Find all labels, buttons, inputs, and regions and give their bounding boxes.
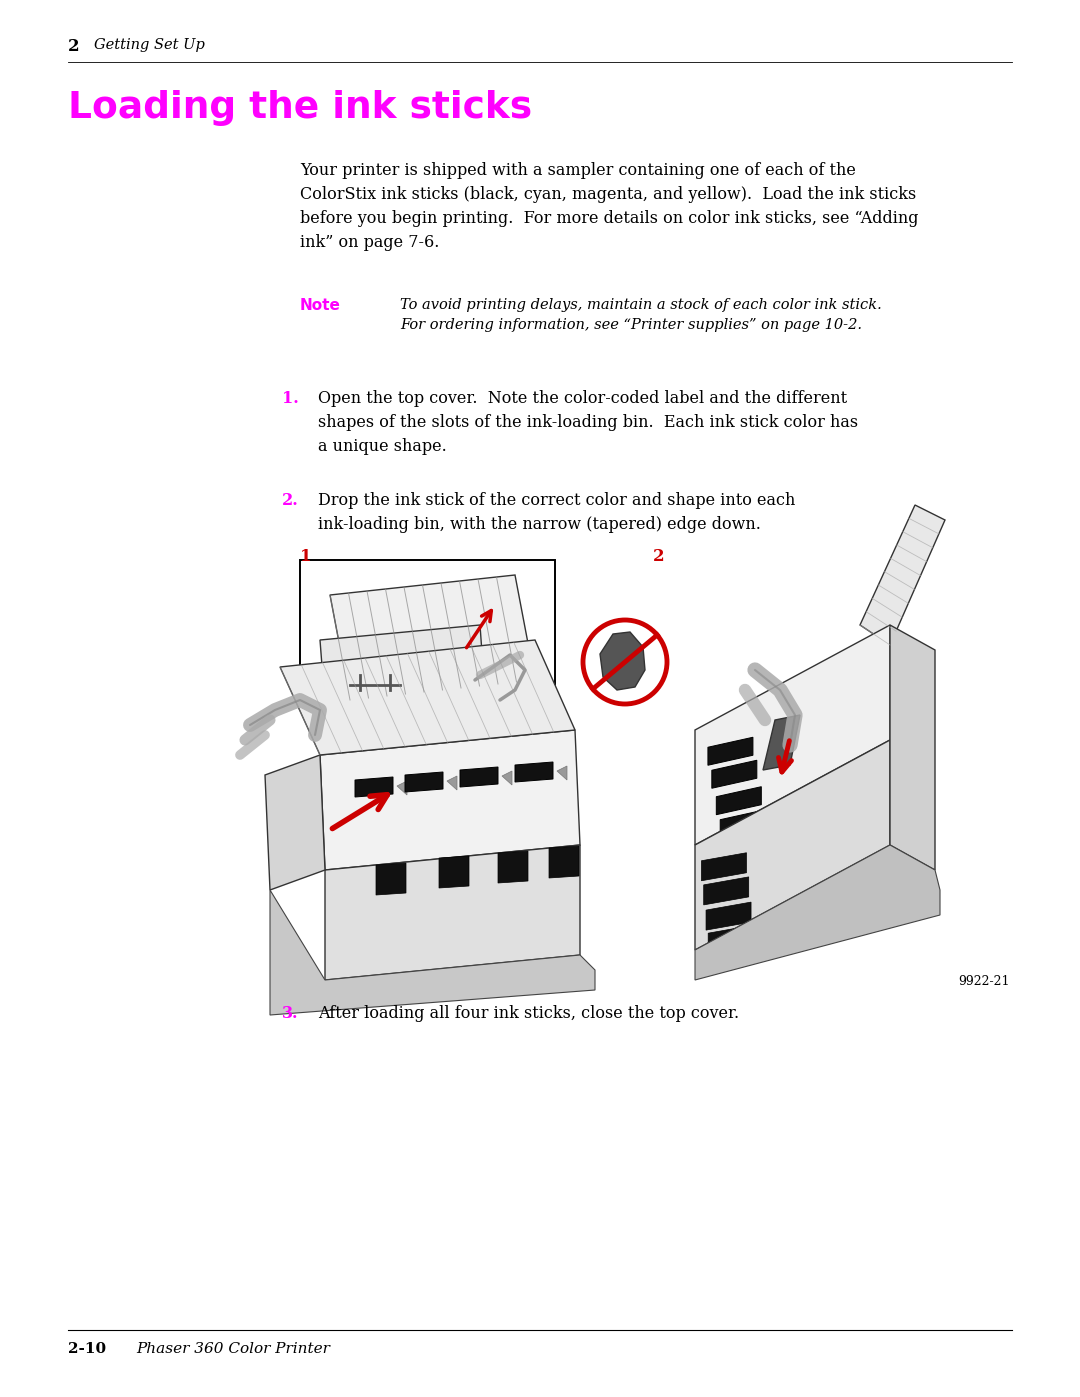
Polygon shape xyxy=(600,631,645,690)
Text: 3.: 3. xyxy=(282,1004,298,1023)
Text: Drop the ink stick of the correct color and shape into each
ink-loading bin, wit: Drop the ink stick of the correct color … xyxy=(318,492,795,534)
Polygon shape xyxy=(405,773,443,792)
Polygon shape xyxy=(376,863,406,895)
Polygon shape xyxy=(325,845,580,981)
Polygon shape xyxy=(438,856,469,888)
Text: To avoid printing delays, maintain a stock of each color ink stick.
For ordering: To avoid printing delays, maintain a sto… xyxy=(400,298,881,332)
Polygon shape xyxy=(696,740,890,950)
Polygon shape xyxy=(502,771,512,785)
Text: 2: 2 xyxy=(68,38,80,54)
Text: 2: 2 xyxy=(653,548,664,564)
Polygon shape xyxy=(860,504,945,645)
Polygon shape xyxy=(702,852,746,880)
Polygon shape xyxy=(549,847,579,877)
Polygon shape xyxy=(706,902,751,930)
Polygon shape xyxy=(447,775,457,789)
Polygon shape xyxy=(320,731,580,870)
Polygon shape xyxy=(708,925,753,953)
Text: Open the top cover.  Note the color-coded label and the different
shapes of the : Open the top cover. Note the color-coded… xyxy=(318,390,859,455)
Polygon shape xyxy=(696,845,940,981)
Polygon shape xyxy=(320,624,485,705)
Text: 2-10: 2-10 xyxy=(68,1343,106,1356)
Text: After loading all four ink sticks, close the top cover.: After loading all four ink sticks, close… xyxy=(318,1004,739,1023)
Polygon shape xyxy=(762,715,800,770)
Text: Getting Set Up: Getting Set Up xyxy=(94,38,205,52)
Polygon shape xyxy=(355,777,393,798)
Polygon shape xyxy=(515,761,553,782)
Text: 2.: 2. xyxy=(282,492,299,509)
Polygon shape xyxy=(890,624,935,870)
Polygon shape xyxy=(716,787,761,814)
Text: Note: Note xyxy=(300,298,341,313)
Text: 1: 1 xyxy=(300,548,311,564)
Polygon shape xyxy=(460,767,498,787)
Polygon shape xyxy=(280,640,575,754)
Polygon shape xyxy=(707,738,753,766)
Text: 1.: 1. xyxy=(282,390,299,407)
Polygon shape xyxy=(557,766,567,780)
Bar xyxy=(300,560,555,710)
Polygon shape xyxy=(498,851,528,883)
Polygon shape xyxy=(696,624,890,845)
Polygon shape xyxy=(397,781,407,795)
Polygon shape xyxy=(270,890,595,1016)
Text: Your printer is shipped with a sampler containing one of each of the
ColorStix i: Your printer is shipped with a sampler c… xyxy=(300,162,918,251)
Polygon shape xyxy=(712,760,757,788)
Polygon shape xyxy=(720,810,766,838)
Polygon shape xyxy=(704,877,748,905)
Polygon shape xyxy=(330,576,535,700)
Text: Loading the ink sticks: Loading the ink sticks xyxy=(68,89,532,126)
Text: 9922-21: 9922-21 xyxy=(959,975,1010,988)
Text: Phaser 360 Color Printer: Phaser 360 Color Printer xyxy=(136,1343,329,1356)
Polygon shape xyxy=(265,754,325,890)
